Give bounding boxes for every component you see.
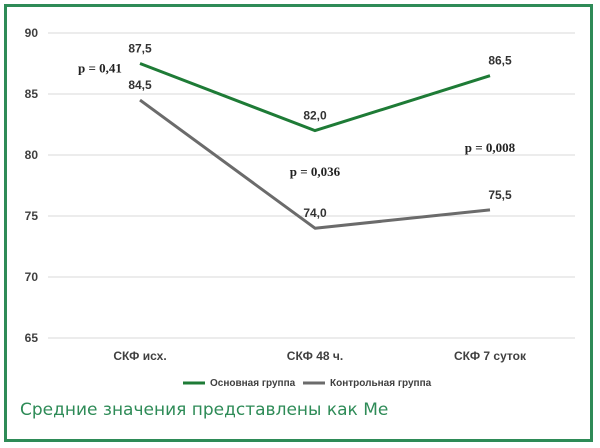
data-labels: 87,5 82,0 86,5 84,5 74,0 75,5: [128, 42, 512, 221]
data-label: 74,0: [303, 206, 327, 220]
y-axis-ticks: 90 85 80 75 70 65: [25, 26, 39, 345]
p-value-annotation: p = 0,036: [290, 164, 341, 179]
p-value-annotation: p = 0,41: [78, 61, 122, 76]
series-line-1: [139, 98, 491, 230]
data-label: 75,5: [488, 188, 512, 202]
series-lines: [139, 62, 491, 230]
series-line-0: [139, 62, 491, 133]
p-value-annotations: p = 0,41 p = 0,036 p = 0,008: [78, 61, 516, 180]
footnote: Средние значения представлены как Ме: [20, 400, 389, 420]
y-tick-label: 75: [25, 209, 39, 223]
legend-label: Основная группа: [210, 378, 296, 389]
y-tick-label: 80: [25, 148, 39, 162]
data-label: 87,5: [128, 42, 152, 56]
data-label: 82,0: [303, 109, 327, 123]
data-label: 86,5: [488, 54, 512, 68]
legend: Основная группа Контрольная группа: [183, 378, 432, 389]
y-tick-label: 70: [25, 270, 39, 284]
y-tick-label: 85: [25, 87, 39, 101]
x-category-label: СКФ 7 суток: [454, 349, 527, 363]
x-category-label: СКФ исх.: [113, 349, 166, 363]
legend-label: Контрольная группа: [330, 378, 432, 389]
chart-frame: [4, 4, 593, 442]
data-label: 84,5: [128, 78, 152, 92]
y-tick-label: 65: [25, 331, 39, 345]
x-category-label: СКФ 48 ч.: [287, 349, 343, 363]
p-value-annotation: p = 0,008: [465, 140, 516, 155]
x-axis-categories: СКФ исх. СКФ 48 ч. СКФ 7 суток: [113, 349, 527, 363]
y-tick-label: 90: [25, 26, 39, 40]
gridlines: [48, 32, 575, 339]
